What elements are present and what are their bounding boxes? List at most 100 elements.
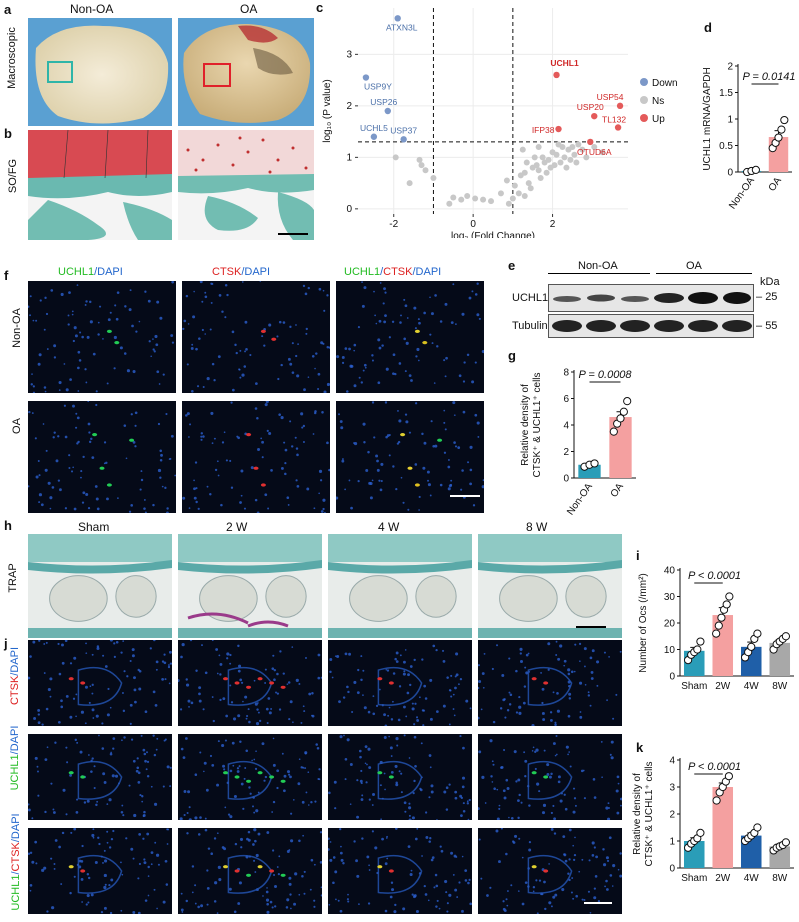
nucleus-dot xyxy=(503,909,507,913)
nucleus-dot xyxy=(416,719,420,722)
j-image-r0-c0-art xyxy=(28,640,172,726)
nucleus-dot xyxy=(96,800,99,803)
nucleus-dot xyxy=(384,788,386,791)
nucleus-dot xyxy=(156,300,160,304)
point-usp54 xyxy=(616,102,624,110)
signal-spot xyxy=(80,775,86,779)
nucleus-dot xyxy=(213,837,217,840)
nucleus-dot xyxy=(104,665,108,668)
nucleus-dot xyxy=(113,642,116,645)
nucleus-dot xyxy=(552,691,555,694)
nucleus-dot xyxy=(85,903,88,906)
f-image-r0-c2 xyxy=(336,281,484,393)
nucleus-dot xyxy=(103,441,107,444)
nucleus-dot xyxy=(469,445,473,449)
nucleus-dot xyxy=(35,862,38,865)
nucleus-dot xyxy=(266,722,269,725)
nucleus-dot xyxy=(73,326,77,330)
nucleus-dot xyxy=(222,764,226,768)
nucleus-dot xyxy=(454,796,458,800)
nucleus-dot xyxy=(243,777,246,780)
trap-positive-stain xyxy=(187,612,249,625)
nucleus-dot xyxy=(454,675,457,678)
nucleus-dot xyxy=(567,872,570,875)
f-header-ctsk-dapi: CTSK/DAPI xyxy=(212,266,270,278)
nucleus-dot xyxy=(155,660,159,664)
nucleus-dot xyxy=(428,754,432,757)
nucleus-dot xyxy=(597,900,601,903)
nucleus-dot xyxy=(368,869,371,871)
nucleus-dot xyxy=(86,893,90,898)
nucleus-dot xyxy=(371,830,374,833)
nucleus-dot xyxy=(206,376,210,381)
nucleus-dot xyxy=(289,420,292,423)
nucleus-dot xyxy=(204,295,208,299)
nucleus-dot xyxy=(321,411,324,414)
nucleus-dot xyxy=(313,507,316,510)
nucleus-dot xyxy=(424,893,428,896)
nucleus-dot xyxy=(364,762,367,765)
nucleus-dot xyxy=(421,855,423,857)
header-part-1: /DAPI xyxy=(9,646,21,676)
label-otud6a: OTUD6A xyxy=(577,147,612,157)
signal-spot xyxy=(246,433,252,437)
nucleus-dot xyxy=(91,757,94,760)
nucleus-dot xyxy=(404,810,407,813)
nucleus-dot xyxy=(62,788,66,792)
nucleus-dot xyxy=(236,770,240,773)
nucleus-dot xyxy=(256,416,259,420)
nucleus-dot xyxy=(440,849,444,853)
nucleus-dot xyxy=(190,347,194,350)
nucleus-dot xyxy=(146,751,149,754)
nucleus-dot xyxy=(194,816,198,820)
nucleus-dot xyxy=(390,755,393,757)
f-image-r0-c1 xyxy=(182,281,330,393)
nucleus-dot xyxy=(331,676,334,679)
nucleus-dot xyxy=(97,321,100,324)
nucleus-dot xyxy=(454,888,458,892)
point-otud6a xyxy=(587,138,594,146)
signal-spot xyxy=(269,681,275,685)
nucleus-dot xyxy=(456,896,459,898)
nucleus-dot xyxy=(53,431,56,434)
nucleus-dot xyxy=(221,441,225,444)
nucleus-dot xyxy=(386,669,390,672)
j-image-r2-c3 xyxy=(478,828,622,914)
nucleus-dot xyxy=(377,381,381,385)
nucleus-dot xyxy=(373,290,375,293)
nucleus-dot xyxy=(579,715,583,719)
nucleus-dot xyxy=(417,318,420,321)
nucleus-dot xyxy=(361,794,364,797)
nucleus-dot xyxy=(555,734,558,738)
data-point xyxy=(693,645,702,654)
nucleus-dot xyxy=(544,907,547,911)
f-header-merge: UCHL1/CTSK/DAPI xyxy=(344,266,441,278)
nucleus-dot xyxy=(575,894,578,898)
nucleus-dot xyxy=(217,740,220,743)
nucleus-dot xyxy=(515,780,518,783)
nucleus-dot xyxy=(405,341,409,345)
signal-spot xyxy=(257,865,263,869)
nucleus-dot xyxy=(344,347,348,350)
nucleus-dot xyxy=(200,435,203,438)
nucleus-dot xyxy=(553,832,557,835)
nucleus-dot xyxy=(552,804,555,807)
data-point xyxy=(725,592,734,601)
nucleus-dot xyxy=(279,650,282,653)
nucleus-dot xyxy=(28,803,30,806)
point-usp26 xyxy=(384,107,391,115)
nucleus-dot xyxy=(608,836,612,840)
x-tick-label-non-oa: Non-OA xyxy=(727,175,757,211)
nucleus-dot xyxy=(291,646,294,648)
nucleus-dot xyxy=(361,837,364,840)
nucleus-dot xyxy=(301,426,304,429)
nucleus-dot xyxy=(326,382,330,387)
nucleus-dot xyxy=(185,678,188,681)
nucleus-dot xyxy=(411,893,414,896)
nucleus-dot xyxy=(224,739,228,742)
nucleus-dot xyxy=(415,910,419,914)
nucleus-dot xyxy=(616,811,620,815)
nucleus-dot xyxy=(395,737,399,741)
nucleus-dot xyxy=(583,647,587,651)
nucleus-dot xyxy=(322,289,325,292)
